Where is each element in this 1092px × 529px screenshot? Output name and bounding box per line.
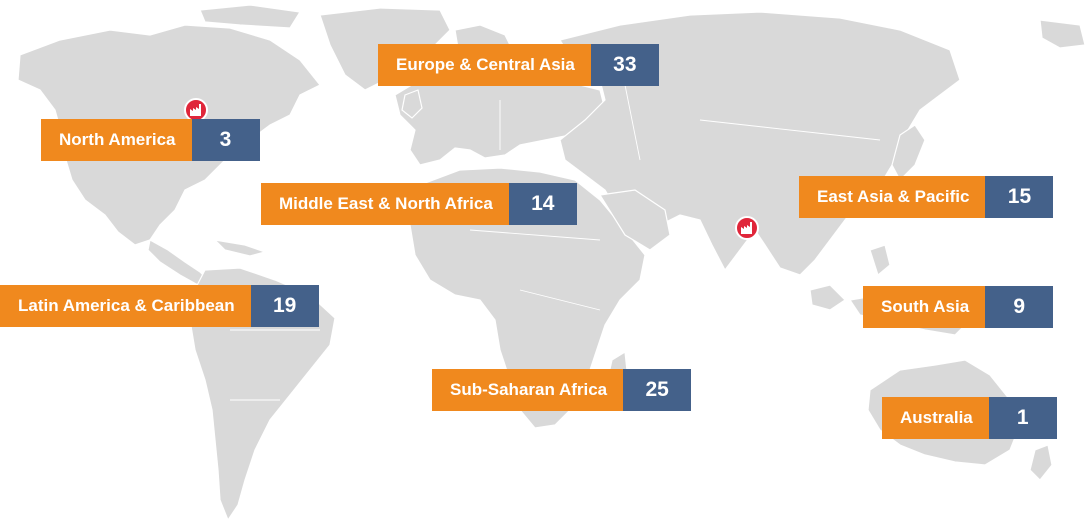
- region-count: 9: [985, 286, 1054, 328]
- region-name: Australia: [882, 397, 989, 439]
- region-name: North America: [41, 119, 192, 161]
- continent-south-america: [189, 267, 336, 522]
- region-label-australia[interactable]: Australia 1: [882, 397, 1057, 439]
- factory-icon: [190, 104, 201, 116]
- region-count: 3: [191, 119, 260, 161]
- region-count: 33: [590, 44, 659, 86]
- region-label-latin-america-caribbean[interactable]: Latin America & Caribbean 19: [0, 285, 319, 327]
- region-label-sub-saharan-africa[interactable]: Sub-Saharan Africa 25: [432, 369, 692, 411]
- factory-icon: [741, 222, 752, 234]
- region-label-east-asia-pacific[interactable]: East Asia & Pacific 15: [799, 176, 1054, 218]
- region-name: Middle East & North Africa: [261, 183, 509, 225]
- region-name: Latin America & Caribbean: [0, 285, 251, 327]
- region-label-north-america[interactable]: North America 3: [41, 119, 260, 161]
- region-name: Sub-Saharan Africa: [432, 369, 624, 411]
- region-name: South Asia: [863, 286, 986, 328]
- region-count: 1: [988, 397, 1057, 439]
- region-name: East Asia & Pacific: [799, 176, 986, 218]
- region-count: 19: [250, 285, 319, 327]
- region-label-europe-central-asia[interactable]: Europe & Central Asia 33: [378, 44, 659, 86]
- region-label-middle-east-north-africa[interactable]: Middle East & North Africa 14: [261, 183, 577, 225]
- region-count: 15: [985, 176, 1054, 218]
- region-name: Europe & Central Asia: [378, 44, 591, 86]
- region-count: 14: [508, 183, 577, 225]
- region-count: 25: [623, 369, 692, 411]
- factory-marker-south-asia[interactable]: [735, 216, 759, 240]
- region-label-south-asia[interactable]: South Asia 9: [863, 286, 1054, 328]
